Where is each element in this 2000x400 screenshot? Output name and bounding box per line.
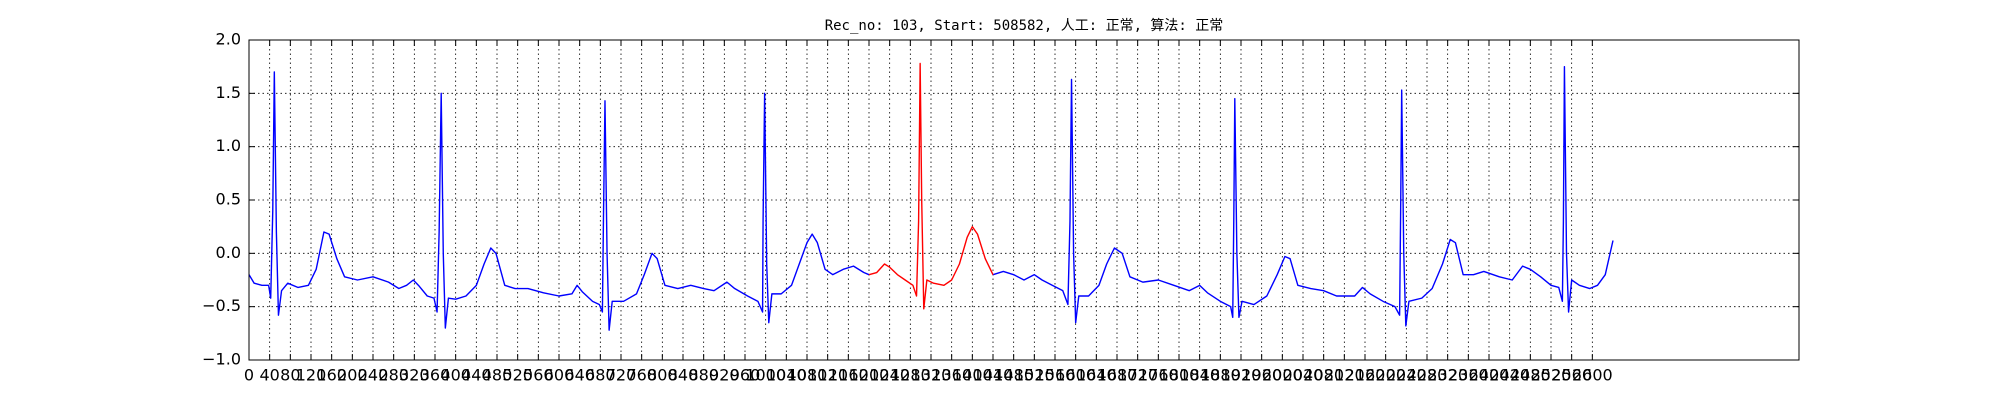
x-tick-label: 1120 bbox=[807, 366, 848, 385]
x-tick-label: 1800 bbox=[1159, 366, 1200, 385]
x-tick-label: 1480 bbox=[993, 366, 1034, 385]
x-tick-label: 2520 bbox=[1531, 366, 1572, 385]
x-tick-label: 1000 bbox=[745, 366, 786, 385]
x-tick-label: 2080 bbox=[1303, 366, 1344, 385]
x-tick-label: 2480 bbox=[1510, 366, 1551, 385]
x-tick-label: 480 bbox=[482, 366, 513, 385]
x-tick-label: 1520 bbox=[1014, 366, 1055, 385]
x-tick-label: 200 bbox=[337, 366, 368, 385]
x-tick-label: 440 bbox=[461, 366, 492, 385]
x-tick-label: 120 bbox=[296, 366, 327, 385]
x-tick-label: 520 bbox=[502, 366, 533, 385]
chart-title: Rec_no: 103, Start: 508582, 人工: 正常, 算法: … bbox=[825, 18, 1224, 34]
x-tick-label: 880 bbox=[688, 366, 719, 385]
x-tick-label: 1240 bbox=[869, 366, 910, 385]
x-tick-label: 160 bbox=[316, 366, 347, 385]
x-tick-label: 1920 bbox=[1221, 366, 1262, 385]
x-tick-label: 1640 bbox=[1076, 366, 1117, 385]
x-tick-label: 2040 bbox=[1283, 366, 1324, 385]
y-tick-label: 1.5 bbox=[216, 83, 241, 102]
y-tick-label: −1.0 bbox=[202, 350, 241, 369]
x-tick-label: 2600 bbox=[1572, 366, 1613, 385]
x-tick-label: 600 bbox=[544, 366, 575, 385]
x-tick-label: 1760 bbox=[1138, 366, 1179, 385]
x-tick-label: 1360 bbox=[931, 366, 972, 385]
x-tick-label: 920 bbox=[709, 366, 740, 385]
x-tick-label: 1200 bbox=[849, 366, 890, 385]
x-tick-label: 1040 bbox=[766, 366, 807, 385]
x-tick-label: 360 bbox=[420, 366, 451, 385]
x-tick-label: 560 bbox=[523, 366, 554, 385]
x-tick-label: 1680 bbox=[1097, 366, 1138, 385]
x-tick-label: 1840 bbox=[1179, 366, 1220, 385]
x-tick-label: 1880 bbox=[1200, 366, 1241, 385]
x-tick-label: 240 bbox=[358, 366, 389, 385]
x-tick-label: 800 bbox=[647, 366, 678, 385]
x-tick-label: 2280 bbox=[1407, 366, 1448, 385]
y-tick-label: 1.0 bbox=[216, 136, 241, 155]
x-tick-label: 280 bbox=[378, 366, 409, 385]
x-tick-label: 760 bbox=[626, 366, 657, 385]
x-tick-label: 1320 bbox=[911, 366, 952, 385]
x-tick-label: 1960 bbox=[1241, 366, 1282, 385]
x-tick-label: 2000 bbox=[1262, 366, 1303, 385]
x-tick-label: 1560 bbox=[1035, 366, 1076, 385]
x-tick-label: 1720 bbox=[1117, 366, 1158, 385]
x-tick-label: 400 bbox=[440, 366, 471, 385]
x-tick-label: 2120 bbox=[1324, 366, 1365, 385]
x-tick-label: 2320 bbox=[1427, 366, 1468, 385]
y-tick-label: 0.0 bbox=[216, 243, 241, 262]
x-tick-label: 2400 bbox=[1469, 366, 1510, 385]
y-tick-label: 2.0 bbox=[216, 30, 241, 49]
x-tick-label: 40 bbox=[259, 366, 279, 385]
ecg-line bbox=[868, 62, 994, 310]
x-tick-label: 1600 bbox=[1055, 366, 1096, 385]
x-tick-label: 720 bbox=[606, 366, 637, 385]
x-tick-label: 2360 bbox=[1448, 366, 1489, 385]
x-tick-label: 680 bbox=[585, 366, 616, 385]
x-tick-label: 640 bbox=[564, 366, 595, 385]
x-tick-label: 1160 bbox=[828, 366, 869, 385]
x-tick-label: 320 bbox=[399, 366, 430, 385]
x-tick-label: 80 bbox=[280, 366, 300, 385]
x-tick-label: 960 bbox=[730, 366, 761, 385]
plot-frame bbox=[248, 39, 1800, 361]
x-tick-label: 2240 bbox=[1386, 366, 1427, 385]
y-tick-label: 0.5 bbox=[216, 190, 241, 209]
x-tick-label: 2160 bbox=[1345, 366, 1386, 385]
y-tick-label: −0.5 bbox=[202, 296, 241, 315]
x-tick-label: 2560 bbox=[1551, 366, 1592, 385]
x-tick-label: 1080 bbox=[787, 366, 828, 385]
x-tick-label: 1400 bbox=[952, 366, 993, 385]
ecg-line bbox=[248, 65, 1614, 331]
x-tick-label: 840 bbox=[668, 366, 699, 385]
x-tick-label: 0 bbox=[244, 366, 254, 385]
x-tick-label: 2440 bbox=[1489, 366, 1530, 385]
x-tick-label: 2200 bbox=[1365, 366, 1406, 385]
x-tick-label: 1440 bbox=[973, 366, 1014, 385]
x-tick-label: 1280 bbox=[890, 366, 931, 385]
